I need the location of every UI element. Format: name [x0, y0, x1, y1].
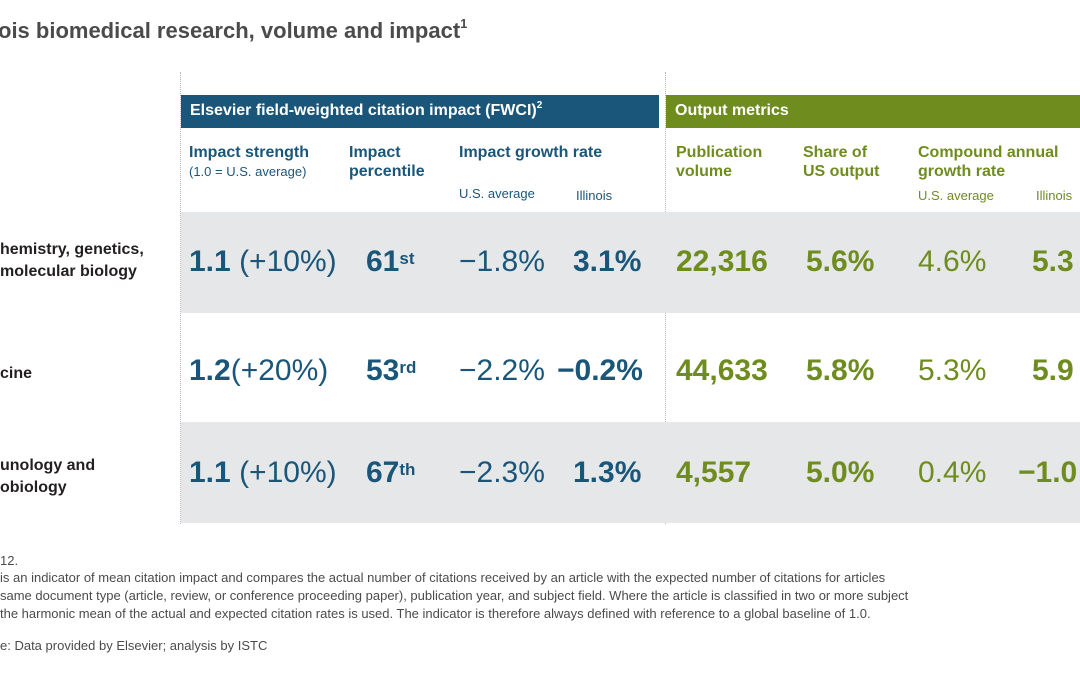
row2-growth-il: −0.2% — [557, 354, 643, 387]
row-label-1-line2: molecular biology — [0, 263, 137, 280]
row-label-3-line2: obiology — [0, 479, 67, 496]
output-group-label: Output metrics — [675, 102, 789, 119]
header-impact-strength-sub: (1.0 = U.S. average) — [189, 164, 307, 179]
row2-growth-us: −2.2% — [459, 354, 545, 387]
header-impact-percentile-line2: percentile — [349, 163, 425, 180]
row3-percentile-suffix: th — [399, 460, 416, 479]
row2-cagr-us: 5.3% — [918, 354, 987, 387]
footnote-1-line1: is an indicator of mean citation impact … — [0, 570, 886, 585]
output-group-header: Output metrics — [666, 95, 1080, 128]
row2-strength-value: 1.2 — [189, 354, 231, 387]
header-cagr-us: U.S. average — [918, 188, 994, 203]
header-impact-growth-us: U.S. average — [459, 186, 535, 201]
row1-cagr-us: 4.6% — [918, 245, 987, 278]
row2-impact-strength: 1.2(+20%) — [189, 354, 328, 388]
row3-strength-value: 1.1 — [189, 456, 231, 489]
header-impact-percentile: Impact percentile — [349, 143, 425, 181]
row3-cagr-us: 0.4% — [918, 456, 987, 489]
row1-percentile-suffix: st — [399, 249, 415, 268]
header-impact-growth-il: Illinois — [576, 188, 613, 203]
row1-publication-volume: 22,316 — [676, 245, 768, 278]
row-band-1 — [181, 212, 1080, 313]
row-label-2: cine — [0, 363, 32, 385]
header-share-us-line2: US output — [803, 163, 880, 180]
footnote-1: is an indicator of mean citation impact … — [0, 569, 908, 623]
row3-impact-percentile: 67th — [366, 456, 415, 490]
row-label-1: hemistry, genetics, molecular biology — [0, 239, 144, 283]
header-cagr-il: Illinois — [1036, 188, 1073, 203]
row1-strength-pct: (+10%) — [239, 245, 337, 278]
row1-strength-value: 1.1 — [189, 245, 231, 278]
row2-share-us: 5.8% — [806, 354, 875, 387]
row2-publication-volume: 44,633 — [676, 354, 768, 387]
header-cagr-line2: growth rate — [918, 163, 1006, 180]
row3-impact-strength: 1.1 (+10%) — [189, 456, 337, 490]
footnote-1-line2: same document type (article, review, or … — [0, 588, 909, 603]
fwci-group-header: Elsevier field-weighted citation impact … — [181, 95, 659, 128]
row2-strength-pct: (+20%) — [230, 354, 329, 387]
divider-left — [180, 72, 181, 524]
row2-percentile-value: 53 — [366, 354, 400, 387]
row2-impact-percentile: 53rd — [366, 354, 416, 388]
row3-share-us: 5.0% — [806, 456, 875, 489]
header-publication-volume: Publication volume — [676, 143, 762, 181]
row3-cagr-il: −1.0 — [1018, 456, 1078, 489]
header-impact-percentile-line1: Impact — [349, 144, 401, 161]
row3-growth-us: −2.3% — [459, 456, 545, 489]
row3-publication-volume: 4,557 — [676, 456, 752, 489]
header-share-us-line1: Share of — [803, 144, 868, 161]
header-impact-growth: Impact growth rate — [459, 144, 603, 161]
row-label-3-line1: unology and — [0, 457, 96, 474]
header-share-us: Share of US output — [803, 143, 879, 181]
row3-growth-il: 1.3% — [573, 456, 642, 489]
header-impact-strength: Impact strength — [189, 144, 310, 161]
row1-growth-il: 3.1% — [573, 245, 642, 278]
fwci-footnote-ref: 2 — [536, 100, 543, 111]
fwci-group-label: Elsevier field-weighted citation impact … — [190, 102, 537, 119]
row3-strength-pct: (+10%) — [239, 456, 337, 489]
row-band-2 — [181, 422, 1080, 523]
row1-growth-us: −1.8% — [459, 245, 545, 278]
header-cagr: Compound annual growth rate — [918, 143, 1058, 181]
row-label-2-line1: cine — [0, 365, 33, 382]
row-label-1-line1: hemistry, genetics, — [0, 241, 144, 258]
row1-cagr-il: 5.3 — [1032, 245, 1074, 278]
row2-cagr-il: 5.9 — [1032, 354, 1074, 387]
row2-percentile-suffix: rd — [399, 358, 417, 377]
row1-percentile-value: 61 — [366, 245, 400, 278]
row1-impact-percentile: 61st — [366, 245, 415, 279]
footnote-0: 12. — [0, 553, 19, 568]
row3-percentile-value: 67 — [366, 456, 400, 489]
header-publication-volume-line2: volume — [676, 163, 733, 180]
header-cagr-line1: Compound annual — [918, 144, 1059, 161]
source-note: e: Data provided by Elsevier; analysis b… — [0, 638, 268, 653]
row1-share-us: 5.6% — [806, 245, 875, 278]
row1-impact-strength: 1.1 (+10%) — [189, 245, 337, 279]
title-footnote-ref: 1 — [460, 16, 468, 31]
page-title: ois biomedical research, volume and impa… — [0, 16, 468, 44]
footnote-1-line3: the harmonic mean of the actual and expe… — [0, 606, 871, 621]
header-publication-volume-line1: Publication — [676, 144, 763, 161]
row-label-3: unology and obiology — [0, 455, 95, 499]
title-text: ois biomedical research, volume and impa… — [0, 18, 461, 43]
